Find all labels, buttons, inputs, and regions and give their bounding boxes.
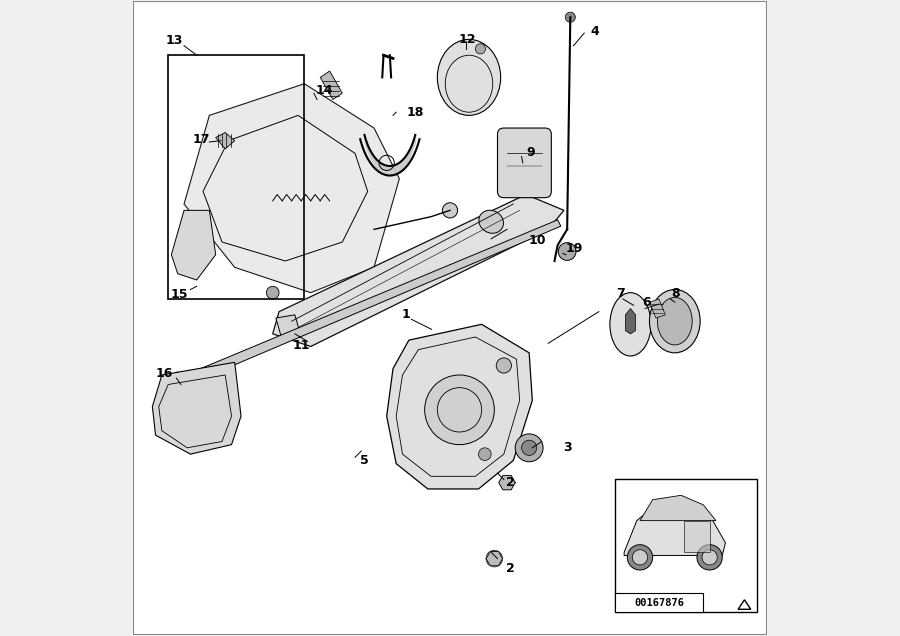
Circle shape xyxy=(565,12,575,22)
Circle shape xyxy=(266,286,279,299)
Text: 15: 15 xyxy=(171,288,188,301)
FancyBboxPatch shape xyxy=(498,128,552,198)
Text: 6: 6 xyxy=(642,296,651,308)
Polygon shape xyxy=(177,220,561,388)
Text: 9: 9 xyxy=(526,146,535,158)
Polygon shape xyxy=(626,308,635,334)
Text: 8: 8 xyxy=(671,287,680,300)
Polygon shape xyxy=(650,299,665,318)
Circle shape xyxy=(443,203,457,218)
Circle shape xyxy=(479,448,491,460)
Text: 2: 2 xyxy=(506,476,515,489)
Polygon shape xyxy=(171,211,216,280)
Polygon shape xyxy=(640,495,716,521)
Polygon shape xyxy=(276,315,302,340)
Bar xyxy=(615,593,703,612)
Polygon shape xyxy=(216,132,235,149)
Text: 18: 18 xyxy=(407,106,424,119)
Ellipse shape xyxy=(650,289,700,353)
Polygon shape xyxy=(387,324,532,489)
Text: 1: 1 xyxy=(401,308,410,321)
Ellipse shape xyxy=(657,298,692,345)
Polygon shape xyxy=(184,84,400,293)
Circle shape xyxy=(702,550,717,565)
Text: 3: 3 xyxy=(562,441,572,454)
Text: 14: 14 xyxy=(316,83,333,97)
Polygon shape xyxy=(624,505,725,555)
Bar xyxy=(615,480,757,612)
Text: 12: 12 xyxy=(458,33,476,46)
Polygon shape xyxy=(152,363,241,454)
Text: 5: 5 xyxy=(360,454,369,467)
Ellipse shape xyxy=(610,293,651,356)
Text: 17: 17 xyxy=(193,133,210,146)
Text: 10: 10 xyxy=(528,233,546,247)
Polygon shape xyxy=(171,372,181,391)
Circle shape xyxy=(697,544,723,570)
Polygon shape xyxy=(499,476,515,490)
Text: 13: 13 xyxy=(166,34,184,47)
Text: 4: 4 xyxy=(590,25,598,38)
Text: 00167876: 00167876 xyxy=(634,598,684,608)
Bar xyxy=(168,55,304,299)
Ellipse shape xyxy=(437,39,500,115)
Circle shape xyxy=(515,434,543,462)
Circle shape xyxy=(496,358,511,373)
Ellipse shape xyxy=(479,211,503,233)
FancyBboxPatch shape xyxy=(133,1,767,635)
Polygon shape xyxy=(486,551,502,566)
Circle shape xyxy=(475,44,485,54)
Text: 19: 19 xyxy=(566,242,583,255)
Circle shape xyxy=(425,375,494,445)
Circle shape xyxy=(522,440,536,455)
Text: 16: 16 xyxy=(155,366,173,380)
Circle shape xyxy=(558,243,576,260)
Text: 2: 2 xyxy=(506,562,515,574)
Bar xyxy=(684,521,709,552)
Circle shape xyxy=(627,544,652,570)
Circle shape xyxy=(486,550,502,567)
Circle shape xyxy=(633,550,648,565)
Text: 11: 11 xyxy=(292,339,310,352)
Text: 7: 7 xyxy=(616,287,625,300)
Polygon shape xyxy=(320,71,342,100)
Polygon shape xyxy=(273,195,564,347)
